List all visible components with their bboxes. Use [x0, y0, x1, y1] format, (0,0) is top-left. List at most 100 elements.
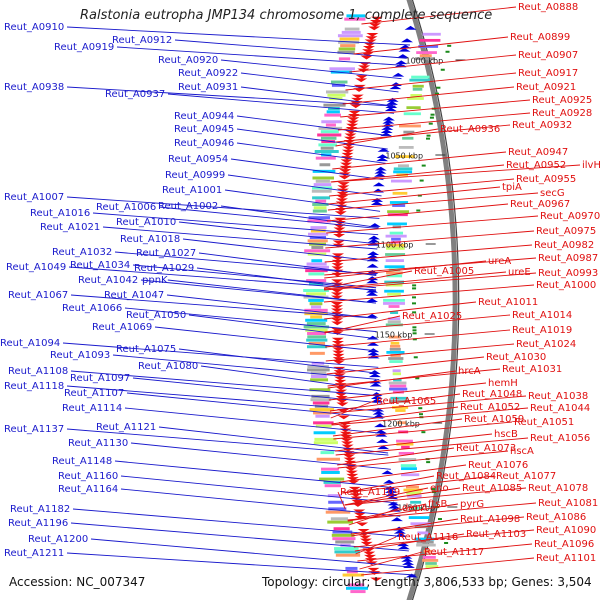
forward-gene-arrow: [371, 398, 384, 403]
cog-band: [332, 537, 356, 541]
left-gene-label: Reut_A1107: [64, 388, 124, 399]
forward-gene-arrow: [368, 223, 381, 227]
cog-band: [307, 239, 328, 243]
feature-tick: [412, 296, 417, 299]
left-gene-label: Reut_A1121: [96, 422, 156, 433]
left-gene-label: Reut_A1137: [4, 424, 64, 435]
right-leader-line: [332, 151, 507, 170]
cog-band: [308, 282, 324, 286]
feature-tick: [421, 431, 426, 434]
cog-band: [313, 441, 338, 445]
cog-band: [310, 378, 329, 382]
forward-gene-arrow: [369, 382, 382, 387]
reverse-gene-arrow: [337, 415, 350, 420]
right-gene-label: Reut_A0936: [440, 124, 500, 135]
left-gene-label: Reut_A0922: [178, 68, 238, 79]
right-gene-label: eno: [430, 483, 449, 494]
cog-band-inner: [409, 78, 430, 82]
cog-band: [310, 398, 332, 402]
reverse-gene-arrow: [362, 45, 375, 50]
scale-label: 1200 kbp: [382, 420, 420, 429]
right-gene-label: hrcA: [458, 366, 481, 377]
reverse-gene-arrow: [331, 340, 344, 345]
cog-band-inner: [389, 399, 410, 403]
right-gene-label: Reut_A1103: [466, 529, 526, 540]
cog-band-inner: [387, 222, 407, 226]
cog-band: [312, 176, 334, 180]
feature-tick: [436, 86, 441, 89]
forward-gene-arrow: [386, 97, 399, 102]
forward-gene-arrow: [374, 166, 387, 171]
cog-band-inner: [396, 442, 414, 446]
backbone-edge: [411, 0, 460, 600]
right-leader-line: [344, 487, 527, 506]
right-gene-label: Reut_A0970: [540, 211, 600, 222]
cog-band-inner: [390, 311, 399, 315]
cog-band-inner: [398, 458, 417, 461]
forward-gene-arrow: [402, 561, 415, 565]
right-gene-label: Reut_A1014: [512, 310, 572, 321]
forward-gene-arrow: [398, 47, 411, 52]
cog-band-inner: [389, 201, 409, 204]
feature-tick: [415, 377, 420, 380]
reverse-gene-arrow: [331, 305, 344, 310]
forward-gene-arrow: [366, 313, 379, 318]
forward-gene-arrow: [374, 169, 387, 174]
cog-band-inner: [406, 106, 421, 110]
cog-band-inner: [393, 378, 402, 382]
cog-band-inner: [385, 253, 406, 256]
right-leader-line: [327, 368, 501, 387]
right-leader-line: [353, 36, 509, 55]
right-leader-line: [330, 164, 581, 183]
left-gene-label: Reut_A1097: [70, 373, 130, 384]
left-leader-line: [140, 279, 377, 304]
cog-band-inner: [422, 555, 436, 559]
feature-tick: [430, 113, 435, 116]
forward-gene-arrow: [395, 60, 408, 65]
cog-band-inner: [389, 360, 403, 363]
cog-band: [331, 533, 355, 537]
cog-band: [307, 368, 330, 372]
reverse-gene-arrow: [332, 353, 345, 358]
left-gene-label: Reut_A0999: [165, 170, 225, 181]
genes-value: 3,504: [557, 575, 592, 589]
cog-band: [331, 83, 346, 87]
left-leader-line: [124, 307, 377, 333]
right-leader-line: [324, 301, 477, 320]
cog-band-inner: [412, 87, 423, 91]
reverse-gene-arrow: [363, 42, 376, 47]
reverse-gene-arrow: [339, 169, 352, 173]
right-gene-label: Reut_A0967: [510, 199, 570, 210]
left-gene-label: Reut_A1010: [116, 217, 176, 228]
cog-band-inner: [410, 500, 422, 504]
cog-band: [334, 550, 360, 554]
feature-tick: [412, 311, 417, 314]
right-leader-line: [324, 271, 507, 290]
right-gene-label: Reut_A1090: [536, 525, 596, 536]
cog-band: [315, 424, 332, 428]
cog-band: [318, 143, 337, 147]
right-leader-line: [330, 164, 505, 183]
right-leader-line: [338, 112, 531, 131]
cog-band-inner: [390, 341, 400, 345]
cog-band: [316, 457, 341, 461]
reverse-gene-arrow: [348, 110, 361, 115]
right-gene-label: Reut_A1011: [478, 297, 538, 308]
cog-band: [342, 573, 364, 577]
cog-band-inner: [414, 537, 435, 541]
cog-band: [338, 40, 360, 44]
left-leader-line: [188, 314, 377, 340]
cog-band-inner: [398, 451, 415, 455]
left-gene-label: Reut_A0944: [174, 111, 234, 122]
reverse-gene-arrow: [334, 379, 347, 384]
reverse-gene-arrow: [333, 227, 346, 232]
cog-band: [315, 414, 330, 418]
cog-band: [304, 265, 330, 269]
cog-band: [315, 199, 327, 203]
reverse-gene-arrow: [337, 185, 350, 190]
left-leader-line: [66, 86, 396, 107]
left-gene-label: Reut_A0931: [178, 82, 238, 93]
left-gene-label: Reut_A0945: [174, 124, 234, 135]
reverse-gene-arrow: [333, 373, 346, 378]
